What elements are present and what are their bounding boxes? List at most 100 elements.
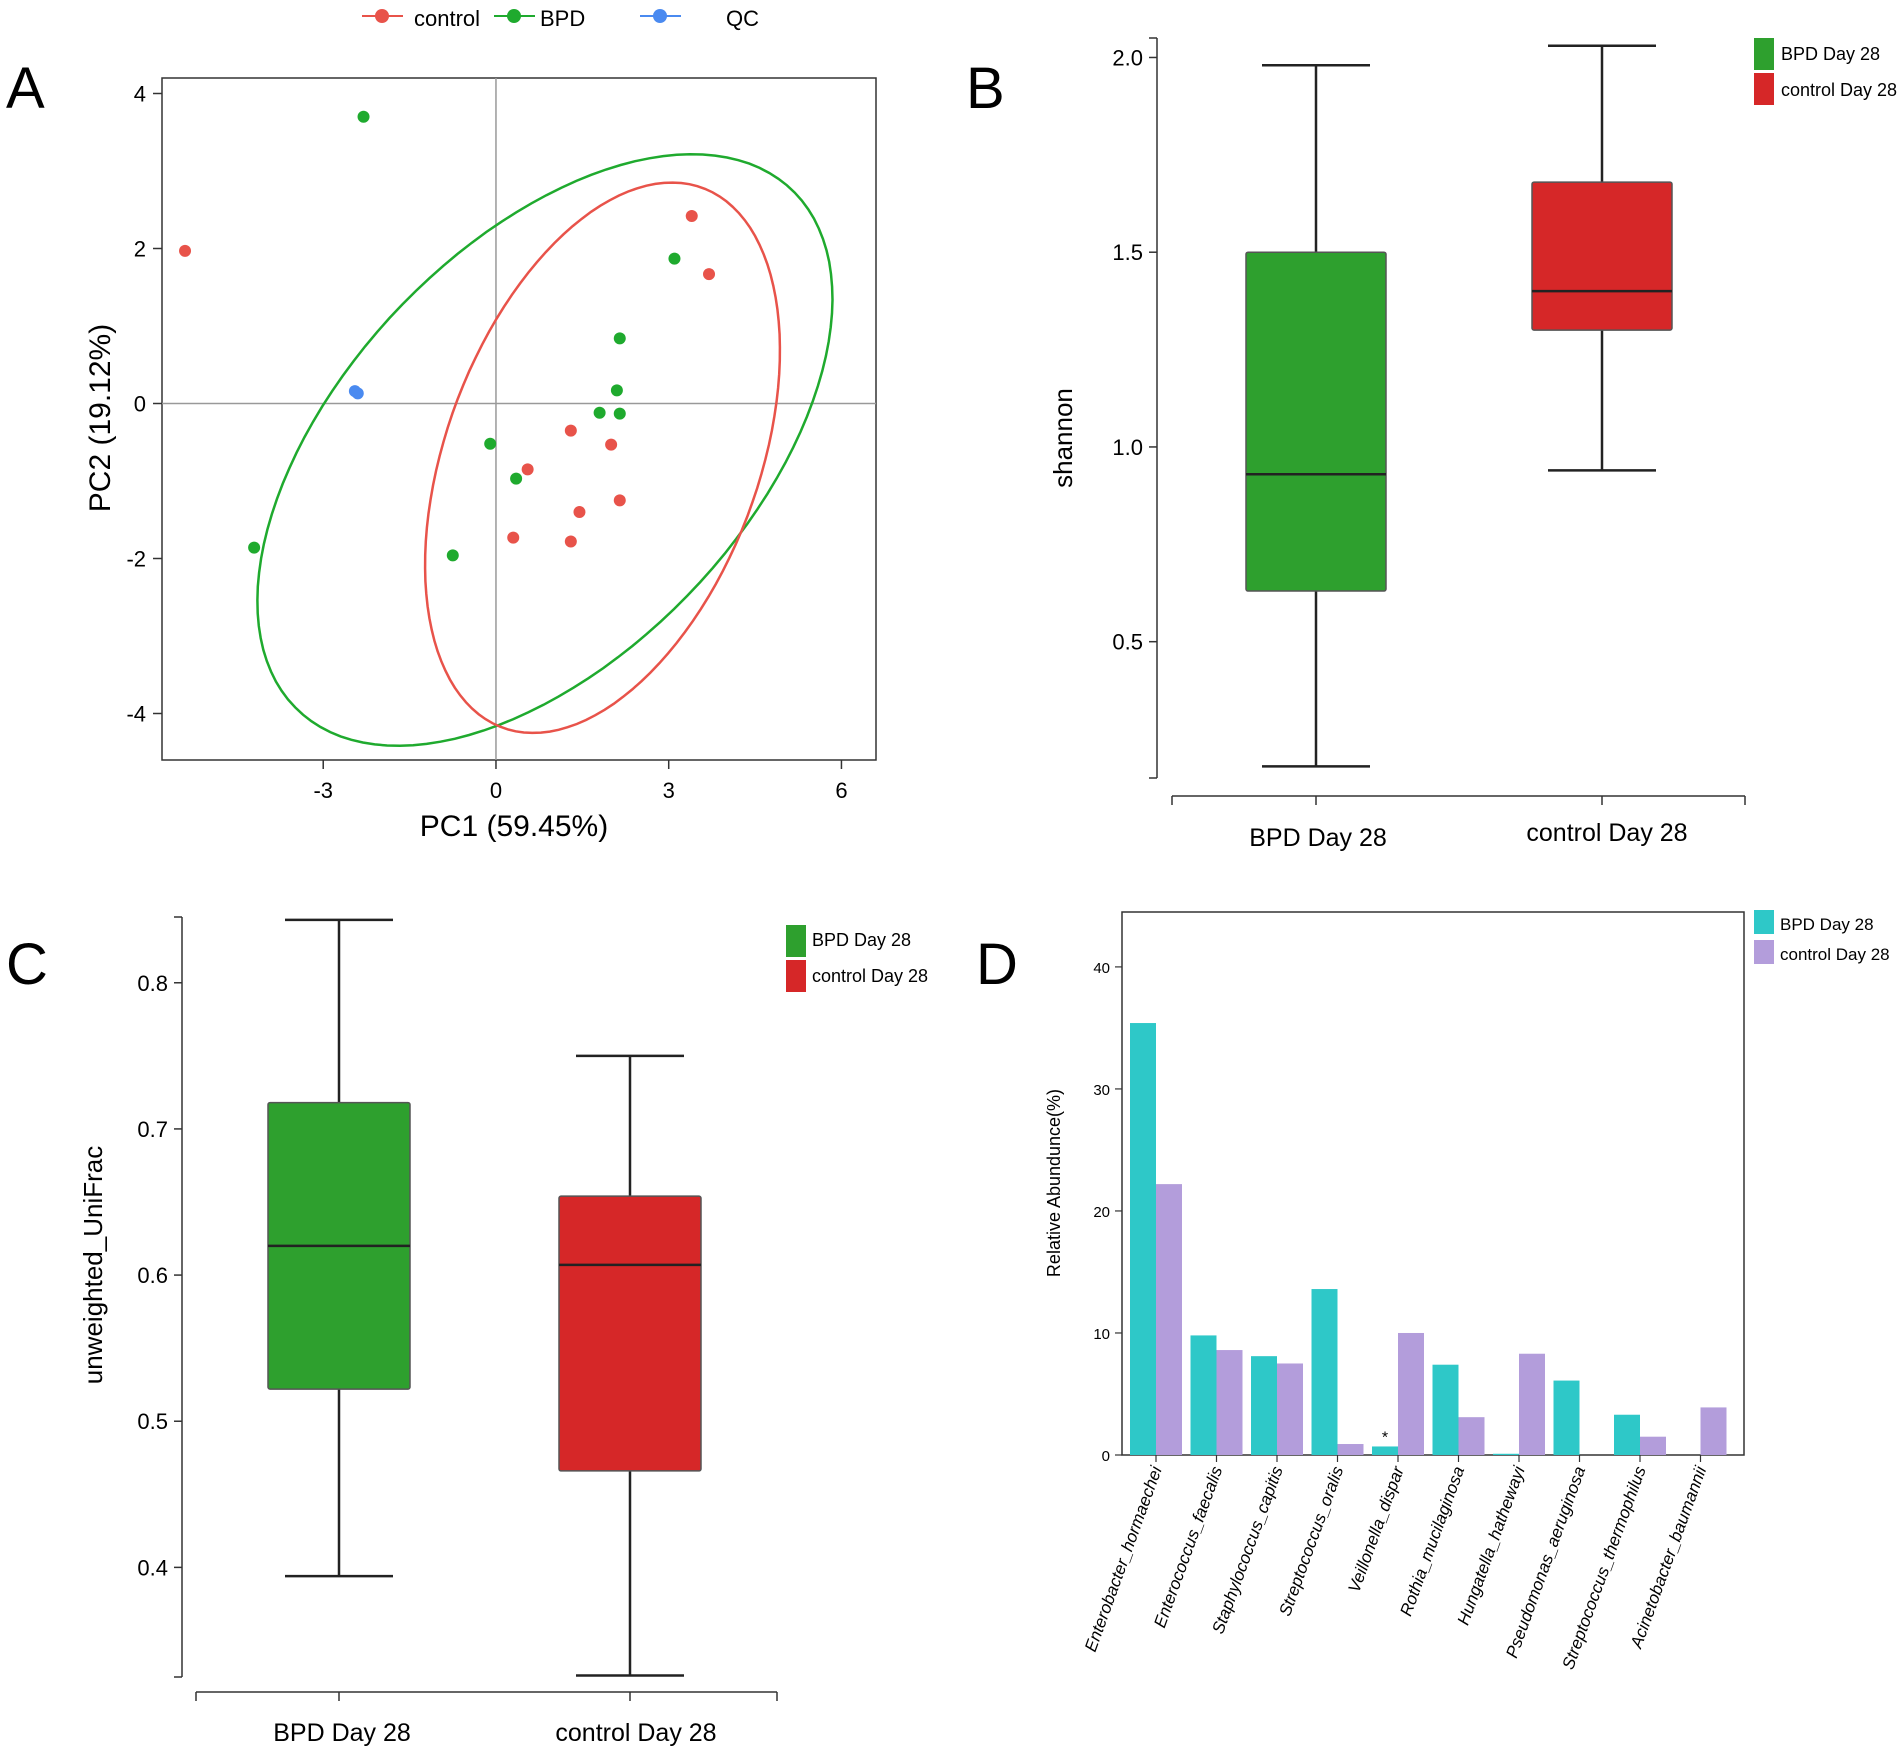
y-tick-label-a: -4 [126,702,146,727]
ellipses-a [256,152,834,748]
panel-d: D 0 10 20 30 40 * Enterobacter_hormaecheiEnt… [976,910,1890,1672]
legend-label-c-control: control Day 28 [812,966,928,986]
category-label-d: Enterococcus_faecalis [1150,1463,1226,1630]
point-control [605,438,618,451]
point-control [507,531,520,544]
bar-control [1216,1350,1243,1455]
bar-control [1156,1184,1182,1455]
y-tick-label-d: 40 [1093,960,1110,977]
category-label-d: Streptococcus_oralis [1275,1463,1347,1618]
legend-marker-qc [653,9,667,23]
y-axis-label-c: unweighted_UniFrac [78,1146,108,1384]
bar-control [1519,1353,1545,1455]
bar-bpd [1432,1364,1459,1455]
legend-marker-control [375,9,389,23]
bar-bpd [1311,1289,1338,1455]
bar-bpd [1493,1453,1519,1455]
legend-swatch-d-bpd [1754,910,1774,934]
bar-bpd [1130,1023,1156,1455]
y-tick-label-c: 0.5 [137,1409,168,1434]
x-tick-label-a: 3 [663,778,675,803]
y-tick-label-b: 1.5 [1112,240,1143,265]
points-a [179,110,716,562]
y-axis-label-a: PC2 (19.12%) [84,324,117,512]
legend-a: control BPD QC [362,6,759,31]
legend-swatch-b-control [1754,73,1774,105]
legend-b: BPD Day 28 control Day 28 [1754,38,1897,105]
category-label-d: Hungatella_hathewayi [1454,1463,1529,1628]
bar-control [1337,1444,1364,1455]
legend-label-d-control: control Day 28 [1780,945,1890,964]
y-tick-label-d: 10 [1093,1326,1110,1343]
legend-swatch-c-control [786,960,806,992]
y-tick-label-c: 0.4 [137,1555,168,1580]
legend-marker-bpd [507,9,521,23]
y-axis-label-d: Relative Abundunce(%) [1044,1089,1064,1277]
x-tick-label-a: -3 [313,778,333,803]
point-control [564,424,577,437]
category-label-d: Veillonella_dispar [1345,1463,1409,1595]
y-tick-label-d: 30 [1093,1082,1110,1099]
axis-ticks-d: 0 10 20 30 40 [1093,960,1702,1465]
point-control [179,244,192,257]
axes-b: 0.5 1.0 1.5 2.0 [1112,37,1746,805]
y-tick-label-a: -2 [126,547,146,572]
point-bpd [593,406,606,419]
x-tick-label-a: 0 [490,778,502,803]
boxes-c [267,918,702,1677]
y-tick-label-c: 0.7 [137,1117,168,1142]
y-tick-label-a: 4 [134,82,146,107]
point-bpd [484,437,497,450]
panel-a: A control BPD QC -3 0 3 6 -4 -2 0 2 4 PC1 (59.45… [6,6,877,843]
panel-letter-d: D [976,932,1018,997]
legend-label-c-bpd: BPD Day 28 [812,930,911,950]
panel-letter-a: A [6,56,45,121]
y-tick-label-c: 0.6 [137,1263,168,1288]
legend-label-b-bpd: BPD Day 28 [1781,44,1880,64]
point-control [685,209,698,222]
bar-control [1277,1363,1303,1455]
panel-letter-c: C [6,932,48,997]
y-tick-label-a: 0 [134,392,146,417]
y-axis-label-b: shannon [1048,388,1078,488]
panel-letter-b: B [966,56,1005,121]
bars-d: * [1130,1023,1727,1455]
reference-lines-a [162,78,876,760]
x-axis-label-a: PC1 (59.45%) [420,810,608,843]
legend-swatch-d-control [1754,940,1774,964]
y-tick-label-c: 0.8 [137,971,168,996]
box-bpd [1245,251,1387,592]
legend-label-d-bpd: BPD Day 28 [1780,915,1874,934]
point-control [521,463,534,476]
bar-control [1700,1407,1727,1455]
bar-control [1458,1417,1485,1455]
x-category-label-b-1: control Day 28 [1526,819,1687,847]
axis-ticks-a: -3 0 3 6 -4 -2 0 2 4 [126,82,847,804]
point-control [573,506,586,518]
bar-bpd [1553,1380,1580,1455]
bar-control [1398,1332,1424,1455]
point-bpd [510,472,523,485]
box-control [558,1195,702,1472]
bar-bpd [1614,1414,1640,1455]
point-bpd [610,384,623,397]
point-control [613,494,626,507]
point-control [703,268,716,281]
ellipse-bpd [256,152,834,748]
axes-c: 0.4 0.5 0.6 0.7 0.8 [137,916,778,1701]
boxes-b [1245,44,1673,768]
legend-c: BPD Day 28 control Day 28 [786,925,928,992]
legend-d: BPD Day 28 control Day 28 [1754,910,1890,964]
panel-c: C 0.4 0.5 0.6 0.7 0.8 unweighted_UniFrac BPD… [6,916,928,1747]
bar-bpd [1372,1446,1398,1455]
plot-frame-a [161,77,877,761]
y-tick-label-b: 1.0 [1112,435,1143,460]
bar-bpd [1251,1356,1277,1455]
y-tick-label-b: 2.0 [1112,45,1143,70]
point-bpd [613,407,626,420]
y-tick-label-a: 2 [134,237,146,262]
category-label-d: Rothia_mucilaginosa [1396,1464,1468,1619]
legend-swatch-b-bpd [1754,38,1774,70]
significance-marker: * [1382,1429,1388,1446]
ellipse-control [423,181,782,735]
